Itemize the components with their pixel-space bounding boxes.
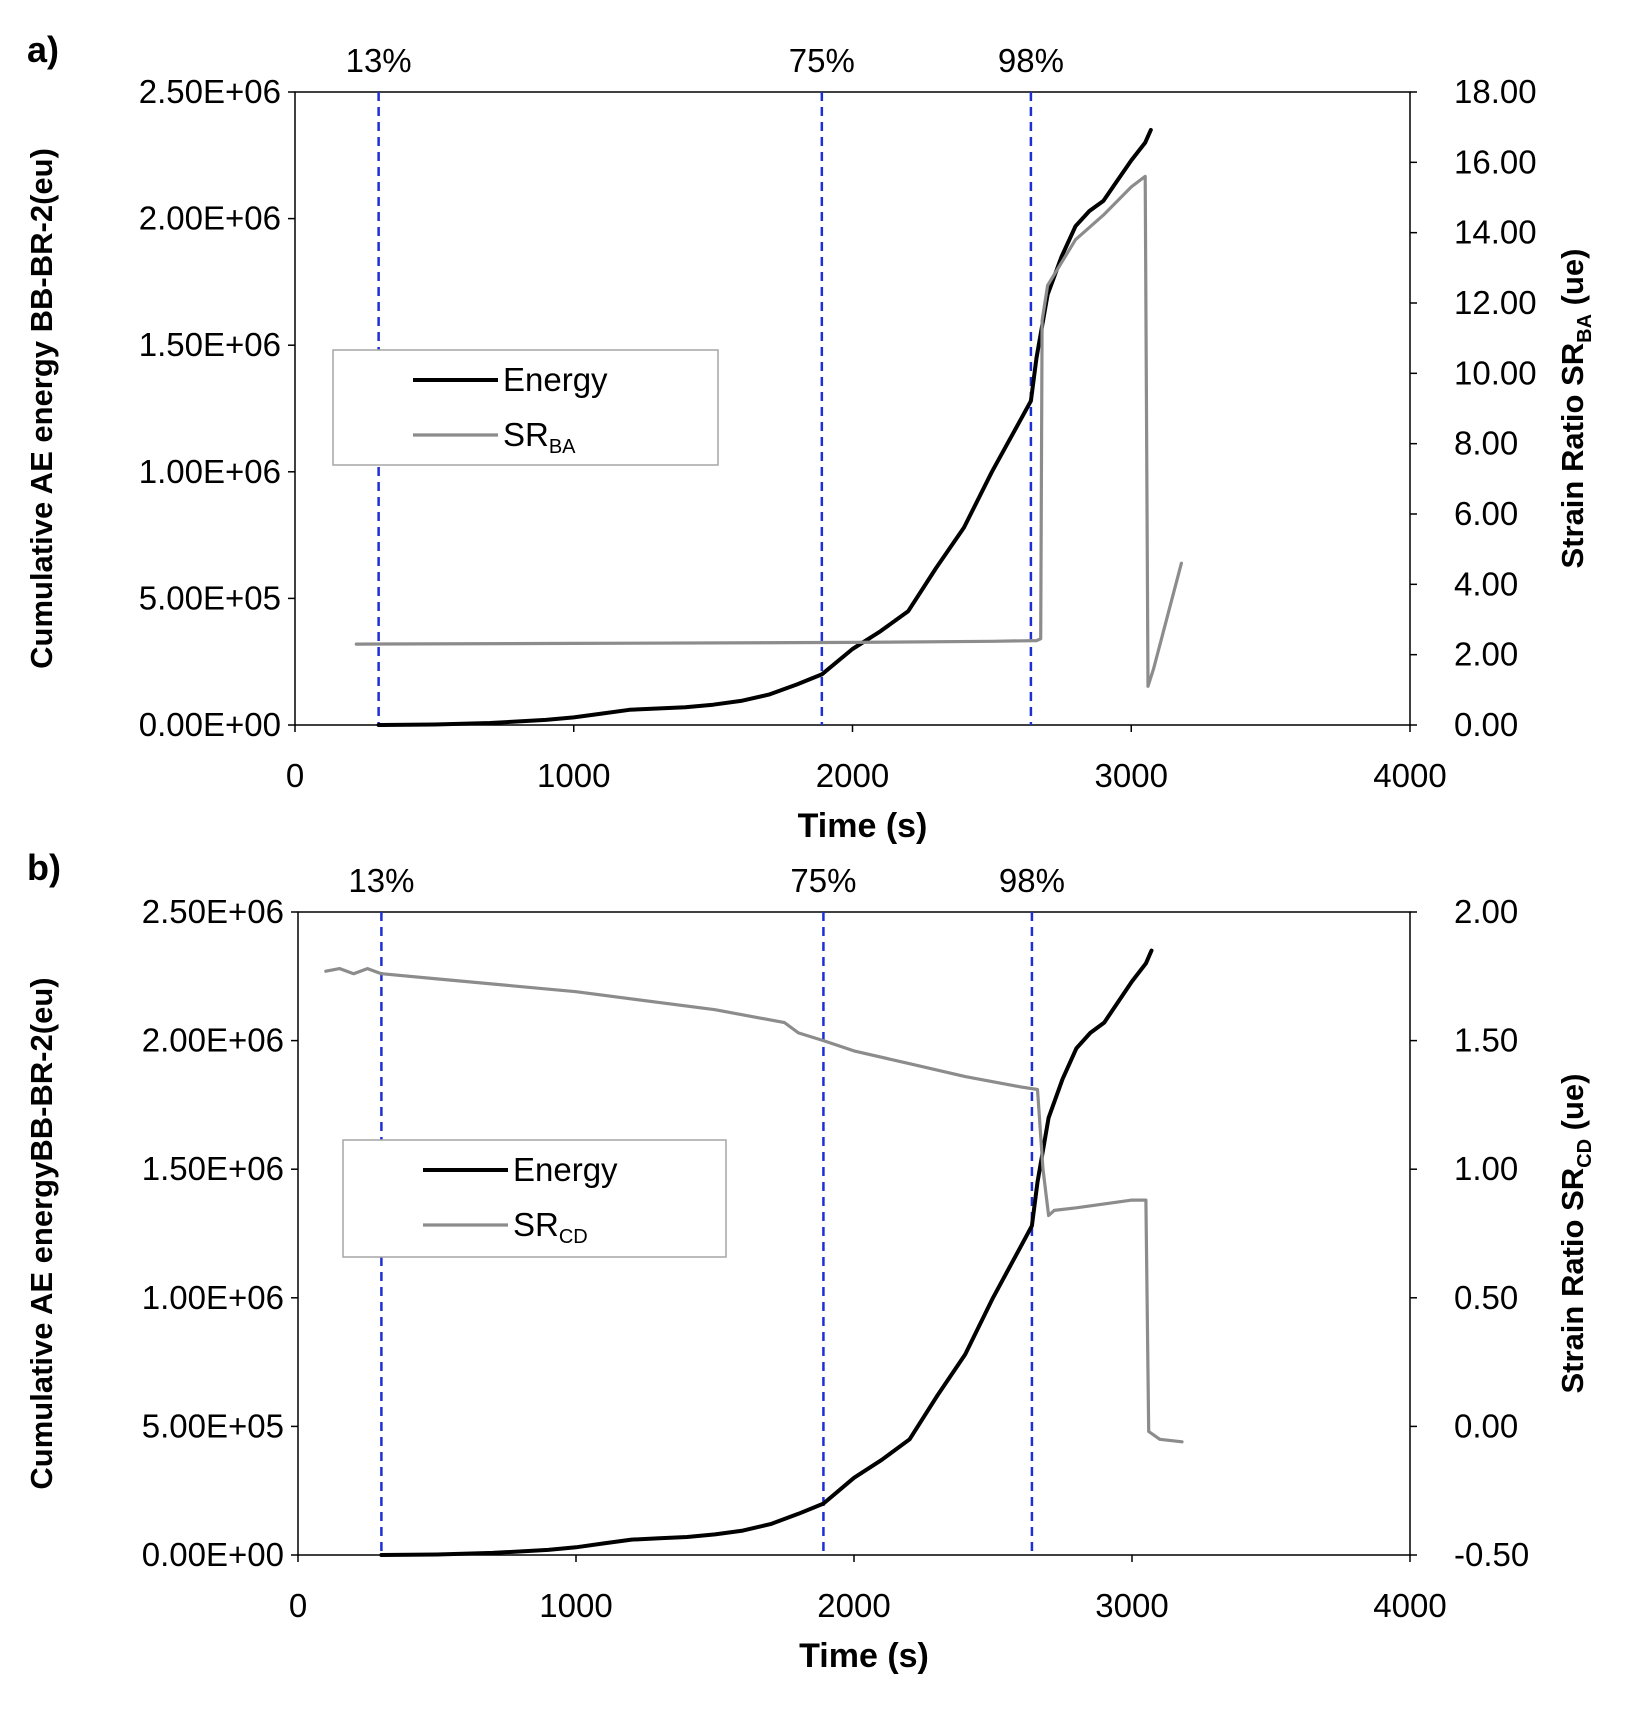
y-left-tick-label: 2.50E+06 (142, 893, 284, 930)
threshold-label: 13% (346, 42, 412, 79)
x-tick-label: 4000 (1373, 757, 1446, 794)
y-right-tick-label: 14.00 (1454, 214, 1537, 251)
y-left-tick-label: 2.00E+06 (142, 1022, 284, 1059)
threshold-label: 13% (348, 862, 414, 899)
legend-label: Energy (513, 1151, 618, 1188)
y-right-axis-label: Strain Ratio SRBA (ue) (1555, 249, 1596, 569)
y-left-tick-label: 1.00E+06 (142, 1279, 284, 1316)
threshold-label: 98% (999, 862, 1065, 899)
legend-label: SRBA (503, 416, 576, 458)
legend-box (332, 349, 719, 466)
y-right-tick-label: 12.00 (1454, 284, 1537, 321)
energy-series-line (379, 948, 1154, 1557)
x-tick-label: 2000 (817, 1587, 890, 1624)
y-left-tick-label: 1.50E+06 (142, 1150, 284, 1187)
y-right-tick-label: 8.00 (1454, 425, 1518, 462)
y-right-axis-label: Strain Ratio SRCD (ue) (1555, 1074, 1596, 1394)
y-left-tick-label: 1.50E+06 (139, 326, 281, 363)
threshold-label: 98% (998, 42, 1064, 79)
strain-ratio-series-line (354, 174, 1184, 688)
y-right-tick-label: 16.00 (1454, 143, 1537, 180)
y-left-axis-label: Cumulative AE energy BB-BR-2(eu) (24, 148, 59, 669)
y-left-tick-label: 2.50E+06 (139, 73, 281, 110)
legend-box (342, 1139, 727, 1258)
y-left-tick-label: 1.00E+06 (139, 453, 281, 490)
y-left-tick-label: 2.00E+06 (139, 200, 281, 237)
y-right-tick-label: 18.00 (1454, 73, 1537, 110)
x-axis-label: Time (s) (799, 1637, 929, 1675)
y-left-tick-label: 0.00E+00 (139, 706, 281, 743)
y-left-axis-label: Cumulative AE energyBB-BR-2(eu) (24, 977, 59, 1489)
x-tick-label: 0 (289, 1587, 307, 1624)
x-tick-label: 1000 (539, 1587, 612, 1624)
threshold-label: 75% (789, 42, 855, 79)
y-left-tick-label: 5.00E+05 (139, 579, 281, 616)
y-right-tick-label: 10.00 (1454, 354, 1537, 391)
y-right-tick-label: -0.50 (1454, 1536, 1529, 1573)
threshold-label: 75% (790, 862, 856, 899)
panel-b: b) 0.00E+00 5.00E+05 1.00E+06 1.50E+06 2.00E+… (24, 847, 1596, 1675)
panel-a: a) 0.00E+00 5.00E+05 1.00E+06 1.50E+06 2.00E+… (24, 29, 1596, 845)
legend-label: SRCD (513, 1206, 588, 1248)
legend: Energy SRCD (342, 1139, 727, 1258)
strain-ratio-series-line (324, 966, 1184, 1444)
y-right-tick-label: 1.00 (1454, 1150, 1518, 1187)
x-tick-label: 3000 (1095, 757, 1168, 794)
y-right-tick-label: 2.00 (1454, 893, 1518, 930)
x-tick-label: 2000 (816, 757, 889, 794)
y-right-tick-label: 0.50 (1454, 1279, 1518, 1316)
y-right-tick-label: 1.50 (1454, 1022, 1518, 1059)
panel-label: a) (27, 29, 59, 70)
legend-label: Energy (503, 361, 608, 398)
x-axis-label: Time (s) (798, 807, 928, 845)
legend: Energy SRBA (332, 349, 719, 466)
panel-label: b) (27, 847, 61, 888)
x-tick-label: 1000 (537, 757, 610, 794)
y-right-tick-label: 4.00 (1454, 565, 1518, 602)
x-tick-label: 4000 (1373, 1587, 1446, 1624)
y-right-tick-label: 0.00 (1454, 706, 1518, 743)
y-left-tick-label: 5.00E+05 (142, 1407, 284, 1444)
x-tick-label: 3000 (1095, 1587, 1168, 1624)
x-tick-label: 0 (286, 757, 304, 794)
y-right-tick-label: 2.00 (1454, 636, 1518, 673)
energy-series-line (376, 128, 1153, 727)
y-right-tick-label: 0.00 (1454, 1407, 1518, 1444)
y-right-tick-label: 6.00 (1454, 495, 1518, 532)
y-left-tick-label: 0.00E+00 (142, 1536, 284, 1573)
